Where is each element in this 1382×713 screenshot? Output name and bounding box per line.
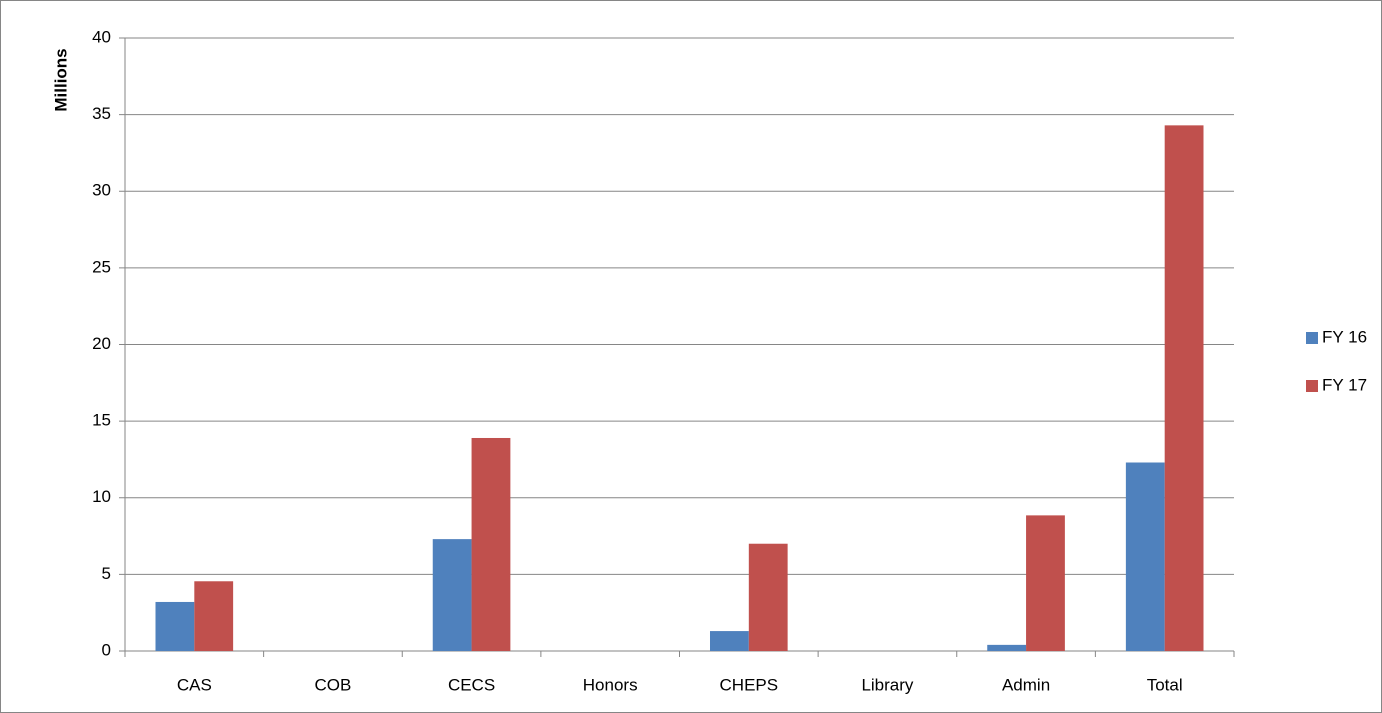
bar [471,437,511,651]
y-tick-label: 20 [92,334,111,353]
bar [987,644,1027,651]
x-tick-label: Total [1147,675,1183,694]
x-tick-label: CECS [448,675,495,694]
legend-label: FY 17 [1322,375,1367,394]
y-tick-label: 25 [92,257,111,276]
bar [1164,125,1204,652]
y-tick-label: 15 [92,411,111,430]
x-tick-label: Library [861,675,913,694]
y-tick-label: 0 [102,640,111,659]
x-tick-label: CAS [177,675,212,694]
bar [155,601,195,651]
x-tick-label: CHEPS [720,675,779,694]
bar [194,581,234,651]
legend-swatch [1306,332,1318,344]
x-tick-label: Admin [1002,675,1050,694]
x-tick-label: Honors [583,675,638,694]
legend-label: FY 16 [1322,327,1367,346]
y-tick-label: 10 [92,487,111,506]
y-tick-label: 5 [102,564,111,583]
bar [1026,515,1065,651]
bar [432,539,472,651]
y-axis-label: Millions [51,48,70,111]
y-tick-label: 30 [92,181,111,200]
y-tick-label: 40 [92,27,111,46]
x-tick-label: COB [315,675,352,694]
bar [709,631,749,651]
legend-swatch [1306,380,1318,392]
bar [1125,462,1165,651]
y-tick-label: 35 [92,104,111,123]
bar [748,543,788,651]
